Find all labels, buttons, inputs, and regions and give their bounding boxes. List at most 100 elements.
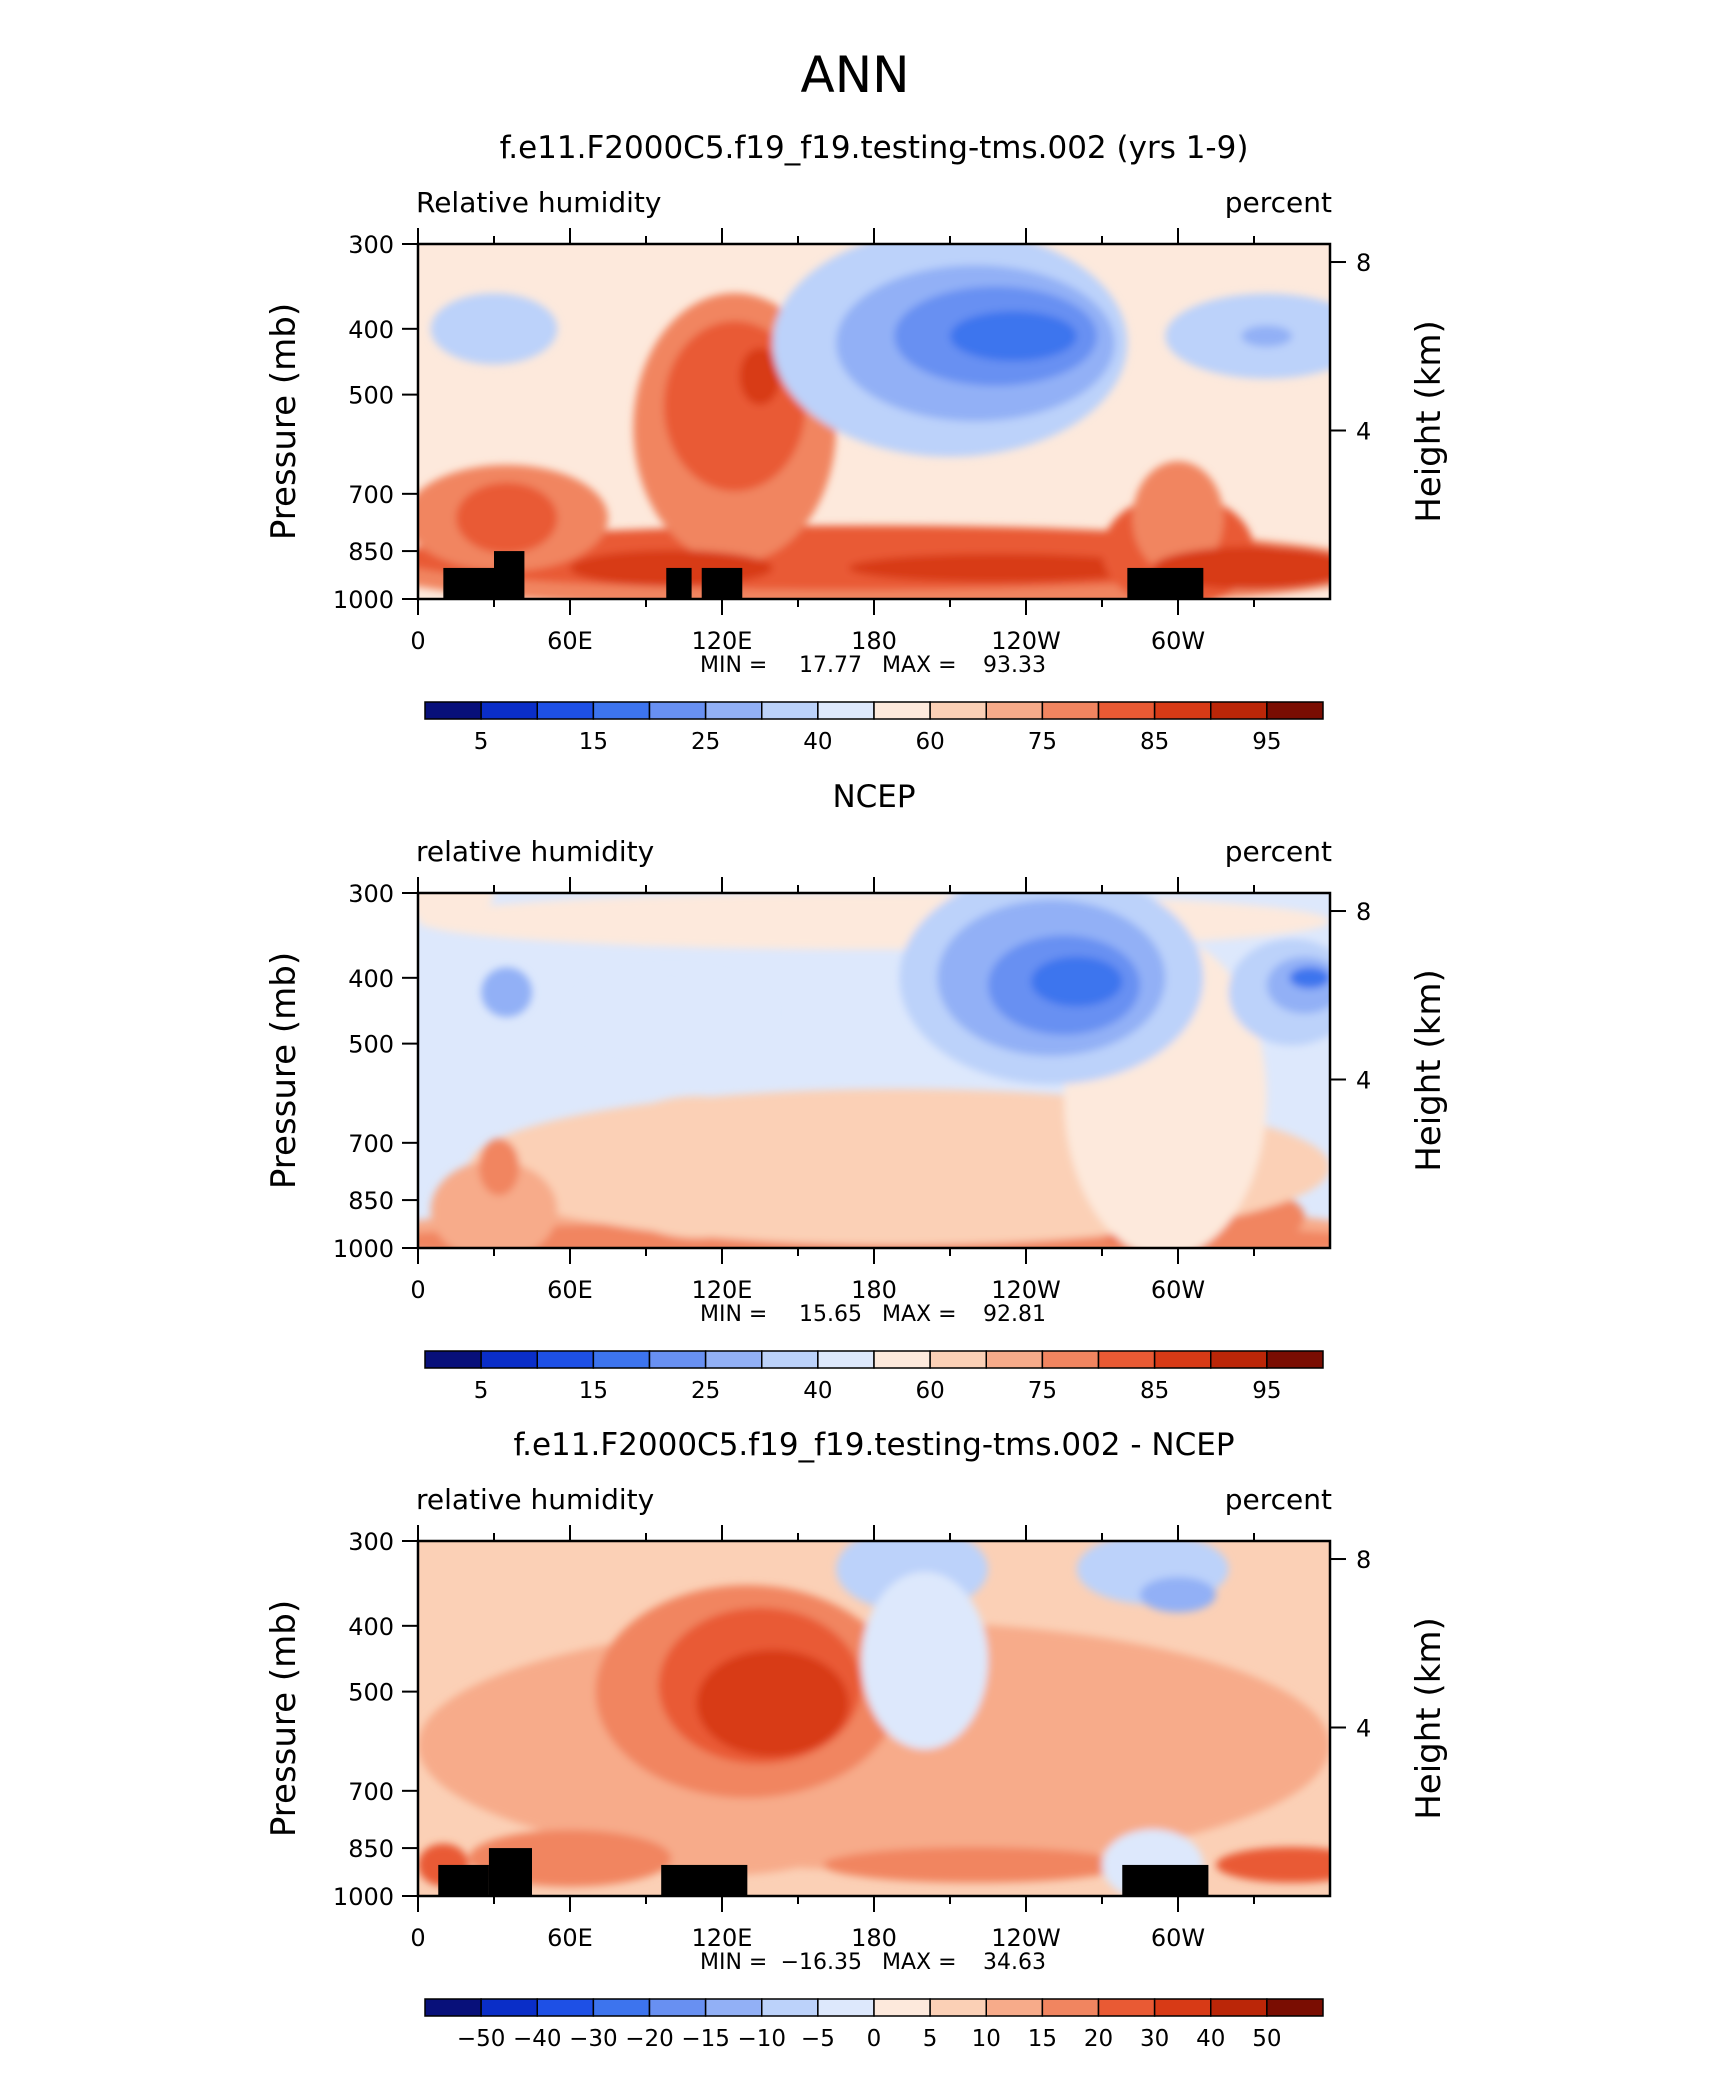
colorbar-label: 40 xyxy=(803,1378,832,1404)
max-label: MAX = xyxy=(882,1950,957,1975)
colorbar-label: 40 xyxy=(803,729,832,755)
max-value: 92.81 xyxy=(983,1302,1046,1327)
contour-region xyxy=(570,969,773,1056)
x-tick-label: 120E xyxy=(692,627,753,655)
min-label: MIN = xyxy=(700,1950,767,1975)
y-tick-label: 1000 xyxy=(333,586,394,614)
x-tick-label: 180 xyxy=(851,1924,897,1952)
y-tick-label: 850 xyxy=(348,1187,394,1215)
colorbar-box xyxy=(1210,701,1268,720)
colorbar-label: −40 xyxy=(513,2026,562,2052)
y-tick-label: 500 xyxy=(348,1031,394,1059)
y-tick-label: 1000 xyxy=(333,1235,394,1263)
height-tick-label: 8 xyxy=(1356,249,1371,277)
colorbar-box xyxy=(1097,701,1156,720)
colorbar-box xyxy=(985,1350,1044,1369)
x-tick-label: 60E xyxy=(547,627,593,655)
panel-1: f.e11.F2000C5.f19_f19.testing-tms.002 (y… xyxy=(264,130,1449,755)
x-tick-label: 60W xyxy=(1151,1924,1205,1952)
panel-title: NCEP xyxy=(832,779,915,815)
colorbar-box xyxy=(424,1998,482,2017)
y-axis-label-right: Height (km) xyxy=(1409,969,1449,1172)
y-axis-label: Pressure (mb) xyxy=(264,1600,304,1837)
colorbar-label: 20 xyxy=(1084,2026,1113,2052)
colorbar-box xyxy=(1210,1350,1268,1369)
contour-field xyxy=(418,893,1330,1248)
colorbar-box xyxy=(1266,701,1324,720)
colorbar-box xyxy=(480,1998,538,2017)
x-tick-label: 180 xyxy=(851,1276,897,1304)
terrain-block xyxy=(666,567,692,599)
colorbar-label: −10 xyxy=(737,2026,786,2052)
x-tick-label: 60W xyxy=(1151,627,1205,655)
x-tick-label: 120W xyxy=(991,627,1061,655)
height-tick-label: 4 xyxy=(1356,418,1371,446)
colorbar-label: 25 xyxy=(691,729,720,755)
min-label: MIN = xyxy=(700,1302,767,1327)
colorbar-box xyxy=(761,701,819,720)
figure-title: ANN xyxy=(800,46,909,104)
y-tick-label: 850 xyxy=(348,1835,394,1863)
colorbar-label: 15 xyxy=(1028,2026,1057,2052)
terrain-block xyxy=(494,551,525,599)
x-tick-label: 0 xyxy=(410,1924,425,1952)
contour-region xyxy=(861,1571,989,1750)
min-label: MIN = xyxy=(700,653,767,678)
contour-region xyxy=(1140,1577,1216,1613)
x-tick-label: 120E xyxy=(692,1276,753,1304)
colorbar-box xyxy=(1266,1998,1324,2017)
contour-region xyxy=(1132,461,1224,575)
x-tick-label: 0 xyxy=(410,1276,425,1304)
x-tick-label: 120W xyxy=(991,1924,1061,1952)
colorbar-box xyxy=(424,1350,482,1369)
colorbar-box xyxy=(1097,1350,1156,1369)
terrain-block xyxy=(443,567,494,599)
colorbar-box xyxy=(929,1998,987,2017)
colorbar-box xyxy=(592,1998,651,2017)
colorbar-label: 30 xyxy=(1140,2026,1169,2052)
colorbar-box xyxy=(648,1998,707,2017)
contour-region xyxy=(430,1160,558,1248)
colorbar-label: 15 xyxy=(579,729,608,755)
colorbar-label: 0 xyxy=(867,2026,882,2052)
contour-region xyxy=(1241,325,1292,347)
colorbar-label: 95 xyxy=(1252,1378,1281,1404)
colorbar-label: 15 xyxy=(579,1378,608,1404)
colorbar-box xyxy=(873,1998,931,2017)
colorbar-box xyxy=(761,1350,819,1369)
y-axis-label-right: Height (km) xyxy=(1409,1617,1449,1820)
colorbar-box xyxy=(536,1350,595,1369)
colorbar-box xyxy=(985,701,1044,720)
colorbar-label: 95 xyxy=(1252,729,1281,755)
contour-region xyxy=(418,893,494,922)
colorbar-box xyxy=(817,1998,875,2017)
colorbar-box xyxy=(1097,1998,1156,2017)
max-label: MAX = xyxy=(882,1302,957,1327)
terrain-block xyxy=(438,1864,489,1896)
contour-region xyxy=(430,293,558,365)
colorbar-label: −15 xyxy=(681,2026,730,2052)
colorbar-label: −30 xyxy=(569,2026,618,2052)
max-value: 93.33 xyxy=(983,653,1046,678)
colorbar-box xyxy=(480,1350,538,1369)
colorbar-box xyxy=(1153,1998,1212,2017)
y-tick-label: 400 xyxy=(348,1613,394,1641)
contour-region xyxy=(595,1096,799,1239)
min-value: −16.35 xyxy=(781,1950,862,1975)
terrain-block xyxy=(488,1848,532,1896)
colorbar-box xyxy=(536,701,595,720)
max-label: MAX = xyxy=(882,653,957,678)
contour-region xyxy=(739,347,781,405)
y-tick-label: 400 xyxy=(348,965,394,993)
colorbar-box xyxy=(592,1350,651,1369)
colorbar-box xyxy=(873,701,931,720)
y-tick-label: 850 xyxy=(348,538,394,566)
y-tick-label: 300 xyxy=(348,880,394,908)
contour-region xyxy=(823,1847,1128,1883)
contour-region xyxy=(1289,967,1330,989)
unit-label: percent xyxy=(1225,1483,1332,1516)
terrain-block xyxy=(1122,1864,1209,1896)
contour-field xyxy=(418,1541,1330,1896)
y-tick-label: 1000 xyxy=(333,1883,394,1911)
min-value: 17.77 xyxy=(799,653,862,678)
